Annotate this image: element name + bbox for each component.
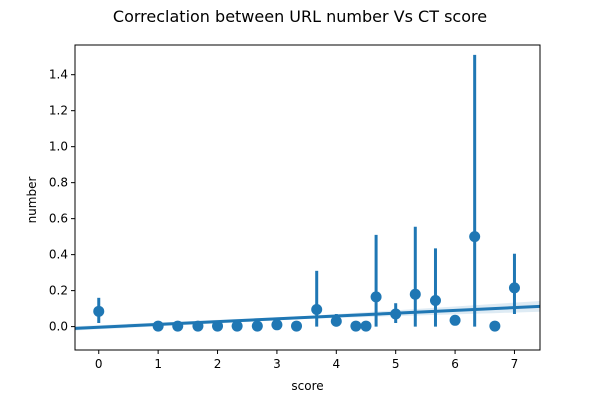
data-point-5 [231, 320, 243, 332]
data-point-8 [291, 320, 303, 332]
x-tick-label-2: 2 [214, 357, 222, 371]
y-tick-label-5: 1.0 [49, 140, 68, 154]
data-point-3 [192, 320, 204, 332]
data-point-4 [212, 320, 224, 332]
y-tick-label-0: 0.0 [49, 320, 68, 334]
y-tick-label-7: 1.4 [49, 68, 68, 82]
axes-frame [74, 44, 541, 351]
data-point-14 [390, 308, 402, 320]
y-tick-label-6: 1.2 [49, 104, 68, 118]
data-point-7 [271, 319, 283, 331]
data-point-10 [330, 315, 342, 327]
data-point-1 [152, 320, 164, 332]
x-tick-label-6: 6 [451, 357, 459, 371]
y-tick-label-1: 0.2 [49, 284, 68, 298]
x-tick-label-4: 4 [332, 357, 340, 371]
regression-line [74, 304, 541, 330]
data-point-2 [172, 320, 184, 332]
data-point-19 [489, 320, 501, 332]
data-point-6 [251, 320, 263, 332]
data-point-13 [370, 291, 382, 303]
data-point-9 [311, 304, 323, 316]
data-point-18 [469, 231, 481, 243]
data-point-15 [409, 288, 421, 300]
data-point-17 [449, 314, 461, 326]
y-tick-label-2: 0.4 [49, 248, 68, 262]
y-tick-label-3: 0.6 [49, 212, 68, 226]
data-point-16 [429, 295, 441, 307]
x-tick-label-0: 0 [95, 357, 103, 371]
y-tick-label-4: 0.8 [49, 176, 68, 190]
x-axis-label: score [291, 379, 323, 393]
data-point-11 [350, 320, 362, 332]
chart-title: Correclation between URL number Vs CT sc… [113, 7, 487, 26]
data-point-0 [93, 305, 105, 317]
data-point-20 [508, 282, 520, 294]
x-tick-label-3: 3 [273, 357, 281, 371]
y-axis-label: number [25, 177, 39, 224]
plot-area: 0 1 2 3 4 5 6 7 0.0 0.2 0.4 0.6 0.8 1.0 1.2 1.4 [49, 44, 541, 371]
data-point-12 [360, 320, 372, 332]
x-tick-label-5: 5 [392, 357, 400, 371]
x-tick-label-7: 7 [511, 357, 519, 371]
x-tick-label-1: 1 [154, 357, 162, 371]
